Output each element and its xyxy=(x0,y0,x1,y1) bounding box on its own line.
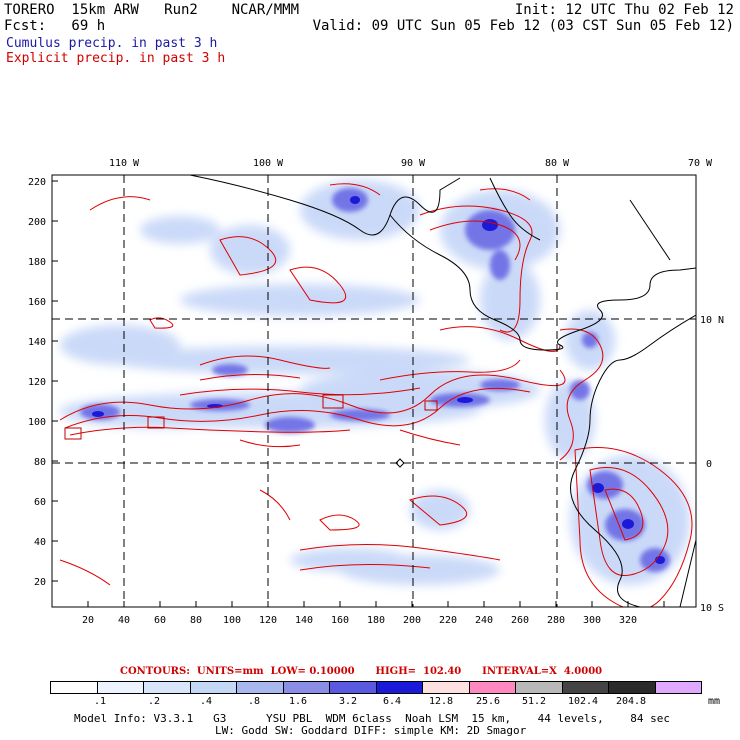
lon-label: 90 W xyxy=(401,158,426,169)
cumulus-precip-light xyxy=(60,180,690,585)
y-tick-label: 60 xyxy=(34,497,46,508)
legend-swatch-2 xyxy=(144,682,191,693)
x-tick-label: 180 xyxy=(367,615,385,626)
legend-label: 204.8 xyxy=(615,696,647,707)
legend-label: .4 xyxy=(199,696,213,707)
legend-label: 3.2 xyxy=(338,696,358,707)
x-tick-label: 140 xyxy=(295,615,313,626)
model-info-line1: Model Info: V3.3.1 G3 YSU PBL WDM 6class… xyxy=(74,712,671,725)
legend-label: 25.6 xyxy=(475,696,501,707)
axis-ticks xyxy=(52,180,665,607)
precip-max-markers xyxy=(64,394,438,440)
x-tick-label: 20 xyxy=(82,615,94,626)
field-explicit-label: Explicit precip. in past 3 h xyxy=(6,51,226,66)
y-tick-label: 180 xyxy=(28,257,46,268)
y-tick-label: 20 xyxy=(34,577,46,588)
explicit-precip-contours xyxy=(59,183,693,607)
lon-label: 80 W xyxy=(545,158,570,169)
y-tick-label: 140 xyxy=(28,337,46,348)
legend-label: 1.6 xyxy=(288,696,308,707)
y-tick-label: 100 xyxy=(28,417,46,428)
lon-label: 100 W xyxy=(253,158,284,169)
x-tick-label: 160 xyxy=(331,615,349,626)
legend-label: 12.8 xyxy=(428,696,454,707)
y-tick-label: 120 xyxy=(28,377,46,388)
x-tick-label: 80 xyxy=(190,615,202,626)
field-cumulus-label: Cumulus precip. in past 3 h xyxy=(6,36,218,51)
legend-unit: mm xyxy=(707,696,721,707)
legend-label: 102.4 xyxy=(567,696,599,707)
y-tick-label: 80 xyxy=(34,457,46,468)
legend-label: 51.2 xyxy=(521,696,547,707)
x-tick-label: 100 xyxy=(223,615,241,626)
y-tick-label: 40 xyxy=(34,537,46,548)
header-title: TORERO 15km ARW Run2 NCAR/MMM xyxy=(4,2,300,18)
x-tick-label: 280 xyxy=(547,615,565,626)
color-legend-bar xyxy=(50,681,702,694)
lon-label: 110 W xyxy=(109,158,140,169)
legend-swatch-6 xyxy=(330,682,377,693)
legend-label: .8 xyxy=(247,696,261,707)
valid-time: Valid: 09 UTC Sun 05 Feb 12 (03 CST Sun … xyxy=(312,18,734,34)
legend-swatch-9 xyxy=(469,682,516,693)
lat-label: 10 S xyxy=(700,603,724,614)
lat-label: 0 xyxy=(706,459,712,470)
x-tick-label: 60 xyxy=(154,615,166,626)
legend-label: .2 xyxy=(147,696,161,707)
legend-swatch-12 xyxy=(609,682,656,693)
model-info-line2: LW: Godd SW: Goddard DIFF: simple KM: 2D… xyxy=(215,724,527,737)
y-tick-label: 200 xyxy=(28,217,46,228)
legend-label: .1 xyxy=(93,696,107,707)
y-tick-label: 160 xyxy=(28,297,46,308)
legend-swatch-5 xyxy=(283,682,330,693)
legend-swatch-0 xyxy=(51,682,98,693)
x-tick-label: 200 xyxy=(403,615,421,626)
contours-info: CONTOURS: UNITS=mm LOW= 0.10000 HIGH= 10… xyxy=(120,666,603,677)
legend-swatch-8 xyxy=(423,682,470,693)
legend-swatch-13 xyxy=(655,682,701,693)
legend-swatch-3 xyxy=(190,682,237,693)
x-tick-label: 120 xyxy=(259,615,277,626)
lon-label: 70 W xyxy=(688,158,713,169)
legend-swatch-7 xyxy=(376,682,423,693)
lat-label: 10 N xyxy=(700,315,724,326)
forecast-hour: Fcst: 69 h xyxy=(4,18,106,34)
legend-swatch-11 xyxy=(562,682,609,693)
x-tick-label: 300 xyxy=(583,615,601,626)
legend-swatch-1 xyxy=(97,682,144,693)
x-tick-label: 220 xyxy=(439,615,457,626)
x-tick-label: 40 xyxy=(118,615,130,626)
map-frame xyxy=(51,174,697,608)
init-time: Init: 12 UTC Thu 02 Feb 12 xyxy=(514,2,734,18)
y-tick-label: 220 xyxy=(28,177,46,188)
coastline xyxy=(189,175,696,607)
legend-label: 6.4 xyxy=(382,696,402,707)
x-tick-label: 320 xyxy=(619,615,637,626)
latlon-grid xyxy=(52,175,696,607)
x-tick-label: 240 xyxy=(475,615,493,626)
legend-swatch-4 xyxy=(237,682,284,693)
x-tick-label: 260 xyxy=(511,615,529,626)
legend-swatch-10 xyxy=(516,682,563,693)
